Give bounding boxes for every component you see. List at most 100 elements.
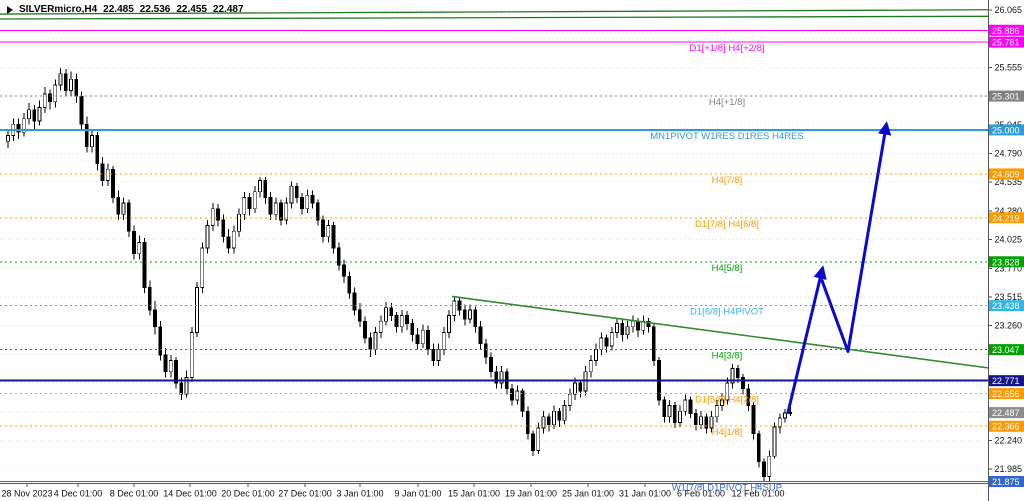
bear-candle-body xyxy=(546,416,551,426)
bear-candle-body xyxy=(294,185,299,198)
bull-candle-body xyxy=(468,309,472,320)
time-tick-label: 9 Jan 01:00 xyxy=(394,489,441,499)
bull-candle-body xyxy=(121,202,126,215)
current-price-badge-text: 22.487 xyxy=(992,408,1020,418)
bear-candle-body xyxy=(179,382,184,395)
time-tick-label: 25 Jan 01:00 xyxy=(562,489,614,499)
bear-candle-body xyxy=(84,123,89,148)
bear-candle-body xyxy=(473,309,478,328)
ohlc-close: 22.487 xyxy=(212,4,244,15)
bear-candle-body xyxy=(651,326,656,361)
bull-candle-body xyxy=(725,382,730,401)
level-price-badge xyxy=(989,256,1024,268)
level-price-badge-text: 22.656 xyxy=(992,389,1020,399)
bull-candle-body xyxy=(667,405,672,418)
level-price-badge-text: 23.828 xyxy=(992,257,1020,267)
bull-candle-body xyxy=(69,78,73,91)
bull-candle-body xyxy=(567,393,572,406)
bull-candle-body xyxy=(420,329,425,345)
bull-candle-body xyxy=(783,412,787,419)
bull-candle-body xyxy=(289,185,294,204)
bear-candle-body xyxy=(363,320,367,339)
bear-candle-body xyxy=(646,320,651,328)
bear-candle-body xyxy=(578,382,583,392)
time-tick-label: 15 Jan 01:00 xyxy=(448,489,500,499)
price-tick-label: 25.555 xyxy=(995,62,1023,72)
level-label: MN1PIVOT W1RES D1RES H4RES xyxy=(650,131,803,142)
bear-candle-body xyxy=(116,197,121,215)
bull-candle-body xyxy=(599,337,604,350)
bull-candle-body xyxy=(273,202,278,215)
ohlc-low: 22.455 xyxy=(176,4,207,15)
level-price-badge xyxy=(989,344,1024,356)
projection-arrow-leg1 xyxy=(786,265,827,414)
bear-candle-body xyxy=(331,225,336,249)
bear-candle-body xyxy=(410,323,415,336)
level-label: H4[5/8] xyxy=(712,263,743,274)
bear-candle-body xyxy=(672,405,677,423)
bull-candle-body xyxy=(625,326,630,336)
bull-candle-body xyxy=(536,427,541,451)
level-label: D1[7/8] H4[6/8] xyxy=(695,219,759,230)
time-tick-label: 27 Dec 01:00 xyxy=(278,489,332,499)
bear-candle-body xyxy=(263,180,268,198)
bull-candle-body xyxy=(515,390,520,401)
level-price-badge-text: 23.438 xyxy=(992,301,1020,311)
bull-candle-body xyxy=(284,202,289,221)
trend-line xyxy=(0,15,989,20)
bull-candle-body xyxy=(709,416,714,429)
level-price-badge-text: 23.047 xyxy=(992,345,1020,355)
bull-candle-body xyxy=(714,405,719,418)
bear-candle-body xyxy=(321,219,325,238)
bear-candle-body xyxy=(300,197,304,210)
price-tick-label: 24.790 xyxy=(995,149,1023,159)
one-click-trading-arrow-icon[interactable] xyxy=(7,5,13,14)
bull-candle-body xyxy=(231,230,236,249)
bear-candle-body xyxy=(746,388,751,406)
level-label: H4[7/8] xyxy=(712,175,743,186)
level-label: D1[6/8] H4PIVOT xyxy=(690,307,764,318)
bull-candle-body xyxy=(594,348,598,361)
bear-candle-body xyxy=(95,135,100,165)
bull-candle-body xyxy=(58,73,63,86)
bull-candle-body xyxy=(609,332,614,347)
bull-candle-body xyxy=(373,332,378,350)
bear-candle-body xyxy=(279,202,283,221)
bull-candle-body xyxy=(447,315,451,333)
bear-candle-body xyxy=(693,413,698,426)
bear-candle-body xyxy=(342,264,346,277)
bear-candle-body xyxy=(531,433,535,451)
bear-candle-body xyxy=(620,323,625,336)
bull-candle-body xyxy=(326,225,331,238)
bear-candle-body xyxy=(405,315,409,324)
bear-candle-body xyxy=(32,109,37,122)
level-price-badge-text: 22.771 xyxy=(992,376,1020,386)
bull-candle-body xyxy=(588,360,593,373)
bull-candle-body xyxy=(678,410,682,423)
level-price-badge xyxy=(989,475,1024,487)
bull-candle-body xyxy=(399,315,404,328)
bull-candle-body xyxy=(137,242,142,255)
level-price-badge-text: 25.886 xyxy=(992,26,1020,36)
price-tick-label: 24.535 xyxy=(995,177,1023,187)
bull-candle-body xyxy=(205,225,210,249)
ohlc-high: 22.536 xyxy=(139,4,171,15)
bull-candle-body xyxy=(772,426,777,457)
level-price-badge xyxy=(989,388,1024,400)
bear-candle-body xyxy=(604,337,609,347)
bear-candle-body xyxy=(142,242,147,288)
bull-candle-body xyxy=(777,417,782,428)
level-price-badge-text: 25.301 xyxy=(992,92,1020,102)
bull-candle-body xyxy=(720,399,724,406)
bear-candle-body xyxy=(352,292,357,311)
bear-candle-body xyxy=(132,230,136,255)
bear-candle-body xyxy=(662,399,667,418)
bear-candle-body xyxy=(431,348,436,361)
bear-candle-body xyxy=(16,123,21,133)
bull-candle-body xyxy=(6,135,10,142)
bull-candle-body xyxy=(683,399,688,412)
bull-candle-body xyxy=(384,307,388,322)
bull-candle-body xyxy=(562,405,567,421)
